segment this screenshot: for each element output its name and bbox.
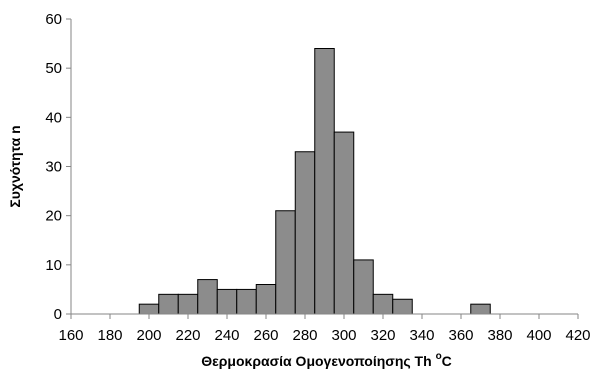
histogram-bar — [158, 293, 179, 315]
x-axis-title-unit: C — [442, 353, 452, 369]
histogram-bar — [353, 259, 374, 315]
histogram-bar — [138, 303, 160, 315]
histogram-bar — [216, 288, 238, 315]
x-ticks-group: 160 180 200 220 240 260 280 300 320 340 360 380 400 4… — [58, 314, 591, 344]
y-ticks-group: 0 10 20 30 40 50 60 — [45, 11, 71, 323]
x-tick-label: 200 — [136, 327, 161, 344]
x-tick-label: 160 — [58, 327, 83, 344]
y-axis-title: Συχνότητα n — [7, 125, 23, 207]
x-axis-title: Θερμοκρασία Ομογενοποίησης Th oC — [201, 351, 452, 369]
x-tick-label: 400 — [526, 327, 551, 344]
x-tick-label: 280 — [292, 327, 317, 344]
y-tick-label: 60 — [45, 11, 62, 28]
x-tick-label: 300 — [331, 327, 356, 344]
x-tick-label: 180 — [97, 327, 122, 344]
x-tick-label: 380 — [487, 327, 512, 344]
histogram-bar — [333, 131, 355, 315]
x-tick-label: 220 — [175, 327, 200, 344]
x-tick-label: 360 — [448, 327, 473, 344]
histogram-bar — [470, 303, 491, 315]
histogram-bar — [294, 151, 316, 315]
bars-group — [138, 48, 491, 315]
y-tick-label: 20 — [45, 208, 62, 225]
histogram-bar — [177, 293, 199, 315]
y-tick-label: 0 — [54, 306, 62, 323]
x-axis-title-main: Θερμοκρασία Ομογενοποίησης Th — [201, 353, 435, 369]
x-tick-label: 320 — [370, 327, 395, 344]
x-axis-title-degree: o — [436, 351, 442, 362]
histogram-bar — [236, 288, 257, 315]
y-tick-label: 50 — [45, 60, 62, 77]
histogram-bar — [372, 293, 394, 315]
y-tick-label: 30 — [45, 159, 62, 176]
x-tick-label: 260 — [253, 327, 278, 344]
histogram-bar — [255, 284, 277, 315]
x-tick-label: 420 — [565, 327, 590, 344]
y-tick-label: 40 — [45, 109, 62, 126]
x-tick-label: 240 — [214, 327, 239, 344]
x-tick-label: 340 — [409, 327, 434, 344]
histogram-bar — [392, 298, 413, 315]
histogram-bar — [275, 210, 296, 315]
y-tick-label: 10 — [45, 257, 62, 274]
histogram-bar — [314, 48, 335, 315]
histogram-bar — [197, 279, 218, 315]
